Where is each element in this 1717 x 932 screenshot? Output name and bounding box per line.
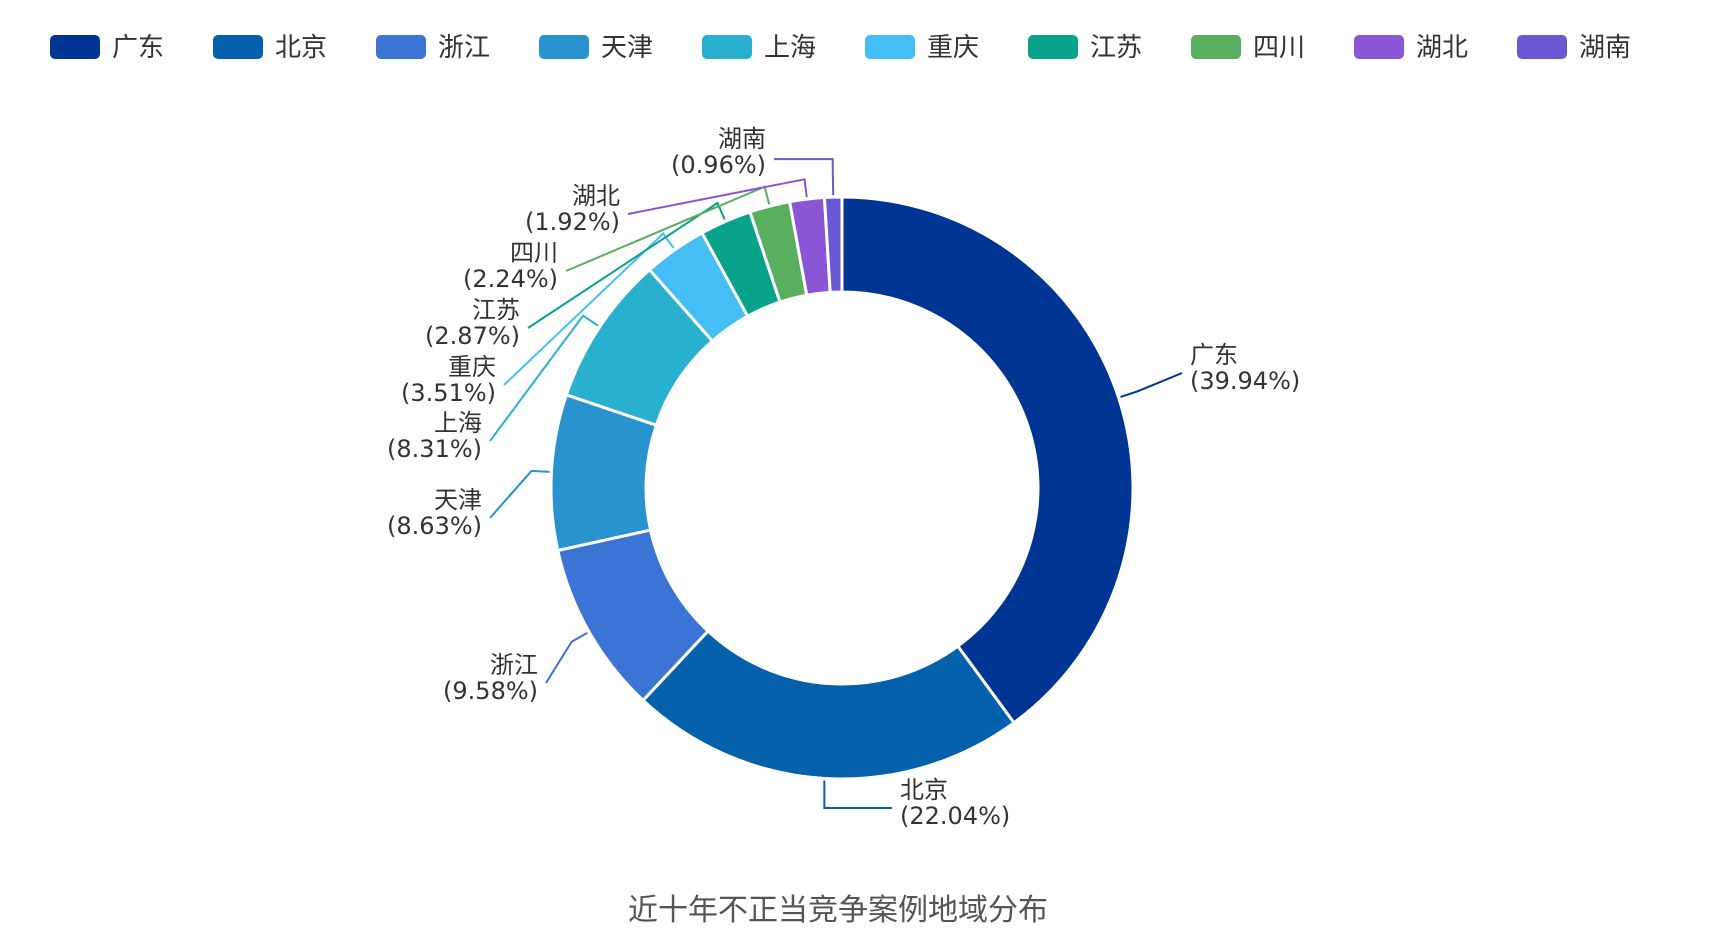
leader-line-4 — [489, 314, 599, 442]
slice-label-1: 北京(22.04%) — [900, 776, 1010, 830]
slice-0[interactable] — [840, 195, 1135, 725]
legend-label: 上海 — [764, 33, 816, 63]
slice-label-percent: (8.63%) — [387, 512, 482, 540]
slice-label-name: 北京 — [900, 776, 948, 804]
legend-label: 北京 — [275, 33, 327, 63]
slice-label-3: 天津(8.63%) — [387, 486, 482, 540]
slice-label-8: 湖北(1.92%) — [525, 182, 620, 236]
leader-line-5 — [503, 231, 675, 386]
leader-line-1 — [823, 780, 892, 809]
legend-label: 广东 — [112, 33, 164, 63]
slice-label-6: 江苏(2.87%) — [425, 296, 520, 350]
legend-swatch — [865, 35, 915, 59]
slice-label-percent: (9.58%) — [443, 677, 538, 705]
slice-label-5: 重庆(3.51%) — [401, 353, 496, 407]
legend-swatch — [50, 35, 100, 59]
legend-label: 重庆 — [927, 33, 979, 63]
leader-line-2 — [545, 631, 588, 684]
legend-item-3[interactable]: 天津 — [539, 33, 653, 63]
legend-item-1[interactable]: 北京 — [213, 33, 327, 63]
slice-label-name: 重庆 — [448, 353, 496, 381]
legend-item-7[interactable]: 四川 — [1191, 33, 1305, 63]
legend-item-4[interactable]: 上海 — [702, 33, 816, 63]
legend-label: 湖北 — [1416, 33, 1468, 63]
slice-label-2: 浙江(9.58%) — [443, 651, 538, 705]
legend-swatch — [1028, 35, 1078, 59]
slice-label-name: 广东 — [1190, 341, 1238, 369]
legend-item-9[interactable]: 湖南 — [1517, 33, 1631, 63]
slice-label-percent: (39.94%) — [1190, 367, 1300, 395]
slice-label-percent: (22.04%) — [900, 802, 1010, 830]
legend-swatch — [1354, 35, 1404, 59]
legend-swatch — [1191, 35, 1241, 59]
slice-label-7: 四川(2.24%) — [463, 239, 558, 293]
leader-line-9 — [774, 158, 835, 196]
slice-labels: 广东(39.94%) 北京(22.04%) 浙江(9.58%) 天津(8.63%) 上海… — [387, 125, 1300, 830]
slice-label-name: 湖南 — [718, 125, 766, 153]
legend-swatch — [1517, 35, 1567, 59]
chart-legend: 广东 北京 浙江 天津 上海 重庆 江苏 四川 湖北 湖南 — [50, 33, 1631, 63]
slice-label-name: 浙江 — [490, 651, 538, 679]
donut-slices — [549, 195, 1135, 781]
leader-line-8 — [627, 178, 808, 215]
slice-label-name: 湖北 — [572, 182, 620, 210]
leader-line-3 — [489, 469, 550, 519]
legend-swatch — [376, 35, 426, 59]
legend-item-0[interactable]: 广东 — [50, 33, 164, 63]
legend-item-8[interactable]: 湖北 — [1354, 33, 1468, 63]
slice-1[interactable] — [640, 628, 1017, 781]
chart-title: 近十年不正当竞争案例地域分布 — [628, 893, 1048, 928]
legend-item-5[interactable]: 重庆 — [865, 33, 979, 63]
legend-label: 湖南 — [1579, 33, 1631, 63]
slice-label-name: 上海 — [434, 409, 482, 437]
slice-label-percent: (8.31%) — [387, 435, 482, 463]
slice-label-percent: (3.51%) — [401, 379, 496, 407]
label-leader-lines — [489, 158, 1183, 809]
slice-label-percent: (2.24%) — [463, 265, 558, 293]
legend-swatch — [213, 35, 263, 59]
legend-label: 江苏 — [1090, 33, 1142, 63]
slice-label-name: 天津 — [434, 486, 482, 514]
slice-label-percent: (1.92%) — [525, 208, 620, 236]
legend-item-2[interactable]: 浙江 — [376, 33, 490, 63]
slice-label-4: 上海(8.31%) — [387, 409, 482, 463]
leader-line-6 — [527, 201, 726, 329]
legend-swatch — [702, 35, 752, 59]
slice-label-9: 湖南(0.96%) — [671, 125, 766, 179]
legend-label: 四川 — [1253, 33, 1305, 63]
slice-label-name: 江苏 — [472, 296, 520, 324]
legend-item-6[interactable]: 江苏 — [1028, 33, 1142, 63]
slice-label-percent: (0.96%) — [671, 151, 766, 179]
slice-label-percent: (2.87%) — [425, 322, 520, 350]
legend-label: 浙江 — [438, 33, 490, 63]
slice-label-name: 四川 — [510, 239, 558, 267]
legend-swatch — [539, 35, 589, 59]
slice-label-0: 广东(39.94%) — [1190, 341, 1300, 395]
leader-line-0 — [1120, 372, 1183, 398]
legend-label: 天津 — [601, 33, 653, 63]
slice-9[interactable] — [822, 195, 844, 294]
